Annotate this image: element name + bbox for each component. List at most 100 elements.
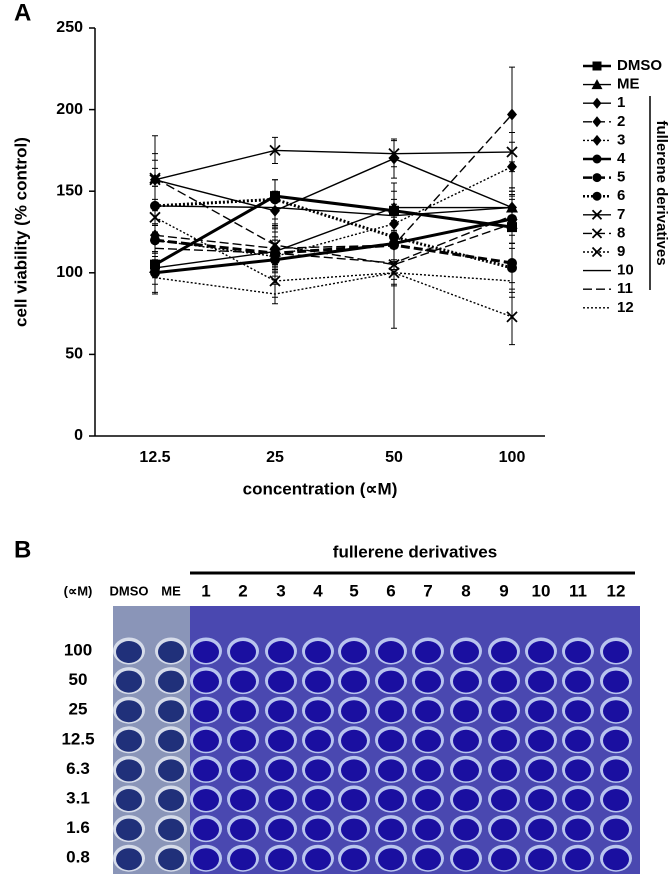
well (453, 729, 479, 752)
y-tick-label: 50 (65, 346, 83, 363)
marker (269, 275, 281, 287)
well (491, 759, 517, 782)
x-tick-label: 12.5 (139, 449, 170, 466)
well (158, 670, 184, 693)
well (158, 848, 184, 871)
well (603, 641, 629, 663)
legend-group-label: fullerene derivatives (653, 120, 668, 265)
well (603, 700, 629, 723)
well (116, 641, 142, 663)
plate-column-label: 8 (461, 581, 470, 600)
well (565, 789, 591, 811)
well (378, 759, 404, 782)
well (603, 729, 629, 752)
well (603, 670, 629, 693)
well (230, 641, 256, 663)
plate-column-label: 9 (499, 581, 508, 600)
legend-label: ME (617, 76, 640, 93)
x-axis-label: concentration (∝M) (243, 479, 398, 498)
well (116, 729, 142, 752)
series-line (154, 149, 513, 181)
plate-column-label: 3 (276, 581, 285, 600)
well (603, 789, 629, 811)
series-line (154, 215, 513, 264)
well (528, 759, 554, 782)
well (341, 848, 367, 871)
series-line (154, 272, 513, 295)
legend-label: 1 (617, 94, 625, 111)
well (268, 848, 294, 871)
marker (506, 146, 518, 158)
plate-column-label: 10 (532, 581, 551, 600)
well (528, 848, 554, 871)
marker (591, 228, 603, 239)
plate-row-label: 100 (64, 640, 92, 659)
well (158, 729, 184, 752)
well (378, 670, 404, 693)
well (603, 759, 629, 782)
well (305, 789, 331, 811)
plate-row-label: 50 (69, 670, 88, 689)
well (158, 641, 184, 663)
well (378, 641, 404, 663)
y-tick-label: 200 (56, 101, 83, 118)
well (528, 670, 554, 693)
well (230, 700, 256, 723)
well (341, 759, 367, 782)
well (230, 848, 256, 871)
plate-column-label: 1 (201, 581, 210, 600)
panel-label: B (14, 536, 31, 563)
well (491, 818, 517, 841)
plate-title: fullerene derivatives (333, 542, 497, 561)
well (415, 848, 441, 871)
well (193, 670, 219, 693)
series-line (154, 217, 513, 275)
well (341, 670, 367, 693)
x-tick-label: 100 (499, 449, 526, 466)
well (341, 700, 367, 723)
well (193, 789, 219, 811)
well (305, 670, 331, 693)
well (230, 729, 256, 752)
well (528, 818, 554, 841)
well (158, 700, 184, 723)
well (415, 641, 441, 663)
well (341, 818, 367, 841)
well (230, 670, 256, 693)
plate-column-label: 2 (238, 581, 247, 600)
well (193, 818, 219, 841)
well (268, 729, 294, 752)
well (116, 789, 142, 811)
error-bar (509, 195, 515, 236)
well (158, 818, 184, 841)
well (565, 729, 591, 752)
plate-column-label: 7 (423, 581, 432, 600)
well (603, 818, 629, 841)
marker (592, 61, 602, 71)
well (158, 789, 184, 811)
well (305, 641, 331, 663)
marker (592, 97, 602, 109)
plate-row-label: 0.8 (66, 848, 90, 867)
well (116, 759, 142, 782)
series-line (154, 166, 513, 258)
well (415, 700, 441, 723)
well (491, 670, 517, 693)
plate-column-label: 4 (313, 581, 323, 600)
legend-label: 3 (617, 131, 625, 148)
x-tick-label: 50 (385, 449, 403, 466)
well (268, 670, 294, 693)
legend-label: 2 (617, 113, 625, 130)
legend-label: 9 (617, 243, 625, 260)
well (378, 729, 404, 752)
plate-row-label: 12.5 (61, 729, 94, 748)
well (415, 759, 441, 782)
well (305, 700, 331, 723)
series-line (154, 114, 513, 250)
legend-label: 11 (617, 280, 633, 297)
well (230, 759, 256, 782)
well (268, 818, 294, 841)
plate-column-label: 11 (569, 581, 587, 600)
plate-row-label: 3.1 (66, 788, 90, 807)
